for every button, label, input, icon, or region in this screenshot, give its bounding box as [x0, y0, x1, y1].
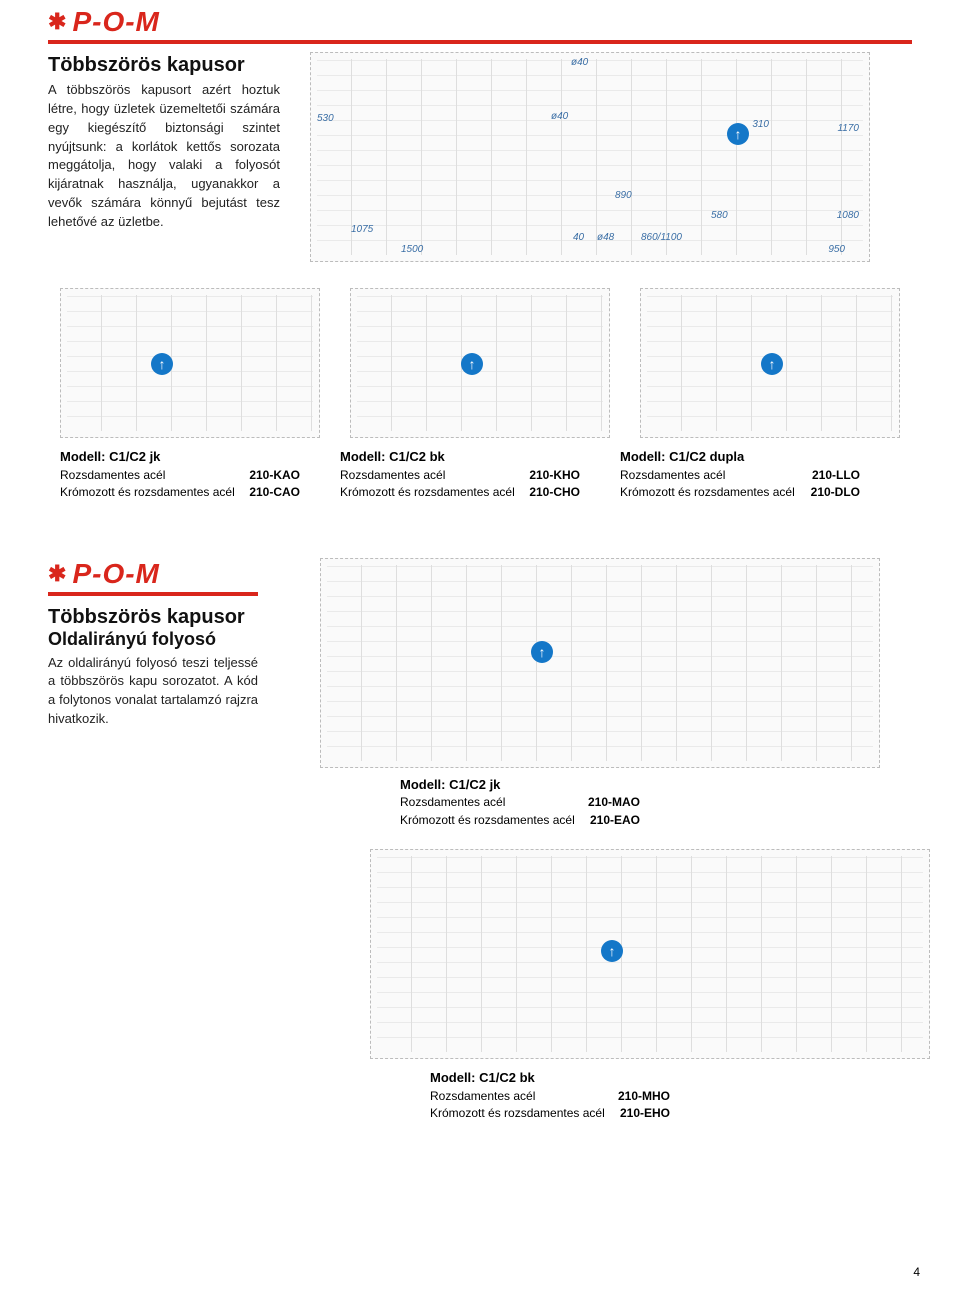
material-code: 210-CAO [249, 484, 300, 501]
divider [48, 592, 258, 596]
material-code: 210-EAO [590, 812, 640, 829]
material-label: Krómozott és rozsdamentes acél [430, 1105, 605, 1122]
section2-text: Az oldalirányú folyosó teszi teljessé a … [48, 654, 258, 729]
page-number: 4 [913, 1265, 920, 1279]
dim-label: 860/1100 [641, 232, 682, 243]
model-block-bk: Modell: C1/C2 bk Rozsdamentes acél 210-KH… [340, 448, 580, 502]
material-label: Rozsdamentes acél [340, 467, 445, 484]
material-label: Krómozott és rozsdamentes acél [620, 484, 795, 501]
material-code: 210-KHO [529, 467, 580, 484]
dim-label: 1170 [837, 123, 859, 134]
material-code: 210-MAO [588, 794, 640, 811]
material-label: Rozsdamentes acél [400, 794, 505, 811]
arrow-up-icon: ↑ [531, 641, 553, 663]
material-code: 210-DLO [811, 484, 860, 501]
section2-title: Többszörös kapusor [48, 606, 260, 629]
brand-name: P-O-M [72, 558, 159, 590]
logo-star-icon: ✱ [48, 561, 66, 587]
arrow-up-icon: ↑ [151, 353, 173, 375]
dim-label: 1500 [401, 244, 423, 255]
arrow-up-icon: ↑ [727, 123, 749, 145]
divider [48, 40, 912, 44]
dim-label: 1080 [837, 210, 859, 221]
material-label: Krómozott és rozsdamentes acél [400, 812, 575, 829]
dim-label: 40 [573, 232, 584, 243]
brand-logo: ✱ P-O-M [48, 558, 260, 590]
dim-label: ø48 [597, 232, 614, 243]
arrow-up-icon: ↑ [461, 353, 483, 375]
brand-name: P-O-M [72, 6, 159, 38]
dim-label: 530 [317, 113, 334, 124]
brand-logo: ✱ P-O-M [0, 6, 960, 38]
material-code: 210-CHO [529, 484, 580, 501]
technical-drawing-main: ↑ ø40 ø40 530 1075 1500 40 ø48 860/1100 … [310, 52, 870, 262]
lateral-corridor-figure-bk: ↑ [370, 849, 930, 1059]
material-label: Rozsdamentes acél [430, 1088, 535, 1105]
dim-label: 310 [752, 119, 769, 130]
model-title: Modell: C1/C2 jk [400, 776, 960, 795]
model-figure-jk: ↑ [60, 288, 320, 438]
dim-label: 950 [828, 244, 845, 255]
material-code: 210-EHO [620, 1105, 670, 1122]
material-code: 210-LLO [812, 467, 860, 484]
model-title: Modell: C1/C2 dupla [620, 448, 860, 467]
material-label: Rozsdamentes acél [60, 467, 165, 484]
material-code: 210-MHO [618, 1088, 670, 1105]
dim-label: ø40 [571, 57, 588, 68]
dim-label: ø40 [551, 111, 568, 122]
model-title: Modell: C1/C2 bk [340, 448, 580, 467]
model-block-jk: Modell: C1/C2 jk Rozsdamentes acél 210-KA… [60, 448, 300, 502]
dim-label: 1075 [351, 224, 373, 235]
model-block-bottom: Modell: C1/C2 bk Rozsdamentes acél 210-MH… [430, 1069, 960, 1123]
logo-star-icon: ✱ [48, 9, 66, 35]
material-label: Krómozott és rozsdamentes acél [60, 484, 235, 501]
model-title: Modell: C1/C2 jk [60, 448, 300, 467]
model-figure-dupla: ↑ [640, 288, 900, 438]
model-title: Modell: C1/C2 bk [430, 1069, 960, 1088]
lateral-corridor-figure-jk: ↑ [320, 558, 880, 768]
material-label: Krómozott és rozsdamentes acél [340, 484, 515, 501]
model-block-mid: Modell: C1/C2 jk Rozsdamentes acél 210-MA… [400, 776, 960, 830]
section1-title: Többszörös kapusor [48, 54, 280, 77]
dim-label: 890 [615, 190, 632, 201]
arrow-up-icon: ↑ [761, 353, 783, 375]
section1-text: A többszörös kapusort azért hoztuk létre… [48, 81, 280, 232]
section2-subtitle: Oldalirányú folyosó [48, 629, 260, 650]
model-block-dupla: Modell: C1/C2 dupla Rozsdamentes acél 210… [620, 448, 860, 502]
dim-label: 580 [711, 210, 728, 221]
material-code: 210-KAO [249, 467, 300, 484]
material-label: Rozsdamentes acél [620, 467, 725, 484]
model-figure-bk: ↑ [350, 288, 610, 438]
